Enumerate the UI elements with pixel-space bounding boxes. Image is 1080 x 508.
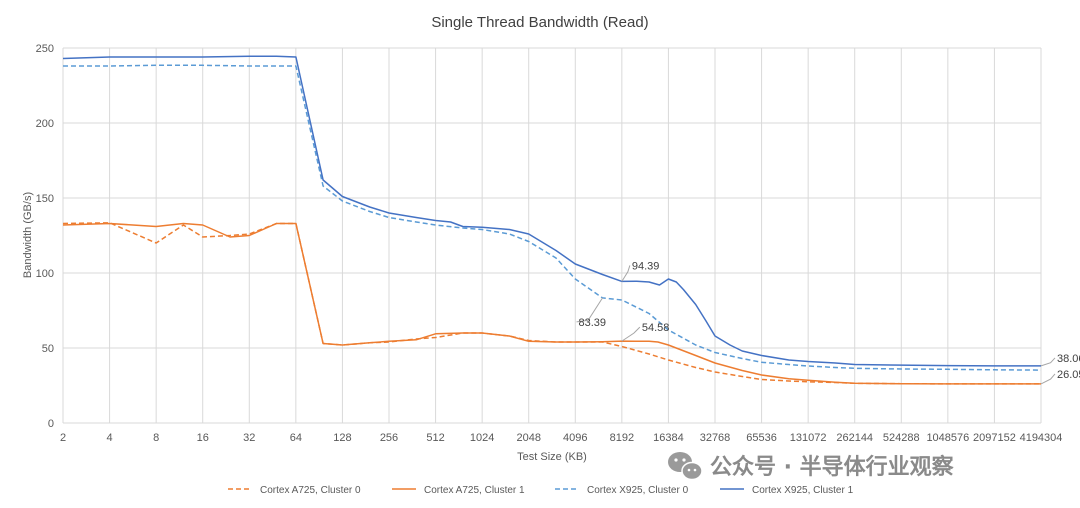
x-tick-label: 65536 [746,432,777,444]
chart-title: Single Thread Bandwidth (Read) [431,14,648,31]
x-tick-label: 32768 [700,432,731,444]
series-line-2 [63,64,1042,371]
x-tick-label: 128 [333,432,351,444]
x-tick-label: 4 [107,432,113,444]
data-labels: 94.39 83.39 54.58 38.06 26.05 [576,260,1080,385]
x-tick-label: 16384 [653,432,684,444]
callout-leader [576,297,603,323]
x-tick-label: 4194304 [1020,432,1063,444]
callout-leader [621,326,641,342]
x-tick-label: 8192 [610,432,634,444]
y-tick-label: 0 [48,418,54,430]
y-axis-title: Bandwidth (GB/s) [22,192,34,278]
x-tick-label: 2 [60,432,66,444]
y-tick-label: 50 [42,343,54,355]
legend-item-0: Cortex A725, Cluster 0 [260,485,361,496]
x-tick-label: 512 [426,432,444,444]
y-tick-label: 200 [36,118,54,130]
data-label: 38.06 [1057,353,1080,365]
x-tick-label: 32 [243,432,255,444]
watermark-text: 公众号 · 半导体行业观察 [710,454,955,480]
callout-leader [621,265,631,282]
grid-lines [62,47,1042,424]
x-tick-label: 2097152 [973,432,1016,444]
data-label: 83.39 [579,317,607,329]
callout-leader [1040,357,1056,367]
x-tick-label: 1024 [470,432,494,444]
data-label: 26.05 [1057,369,1080,381]
x-tick-label: 262144 [836,432,873,444]
x-tick-label: 2048 [516,432,540,444]
y-tick-label: 250 [36,43,54,55]
x-tick-label: 16 [197,432,209,444]
data-label: 54.58 [642,322,670,334]
x-tick-label: 8 [153,432,159,444]
x-tick-label: 1048576 [926,432,969,444]
y-tick-label: 150 [36,193,54,205]
series-line-1 [62,222,1041,385]
x-tick-label: 64 [290,432,302,444]
x-tick-label: 256 [380,432,398,444]
legend: Cortex A725, Cluster 0 Cortex A725, Clust… [228,485,854,496]
callout-leader [1040,373,1056,385]
series-line-3 [62,55,1041,367]
data-label: 94.39 [632,260,660,272]
wechat-icon [668,452,703,481]
x-tick-label: 4096 [563,432,587,444]
watermark: 公众号 · 半导体行业观察 [668,452,955,481]
series-lines [62,55,1042,385]
series-line-0 [62,222,1041,385]
legend-item-2: Cortex X925, Cluster 0 [587,485,689,496]
legend-item-1: Cortex A725, Cluster 1 [424,485,525,496]
x-tick-label: 524288 [883,432,920,444]
x-axis-title: Test Size (KB) [517,451,587,463]
x-tick-label: 131072 [790,432,827,444]
legend-item-3: Cortex X925, Cluster 1 [752,485,854,496]
axes: 0 50 100 150 200 250 2 4 8 16 32 64 128 256 512 1024 204… [36,43,1063,444]
y-tick-label: 100 [36,268,54,280]
